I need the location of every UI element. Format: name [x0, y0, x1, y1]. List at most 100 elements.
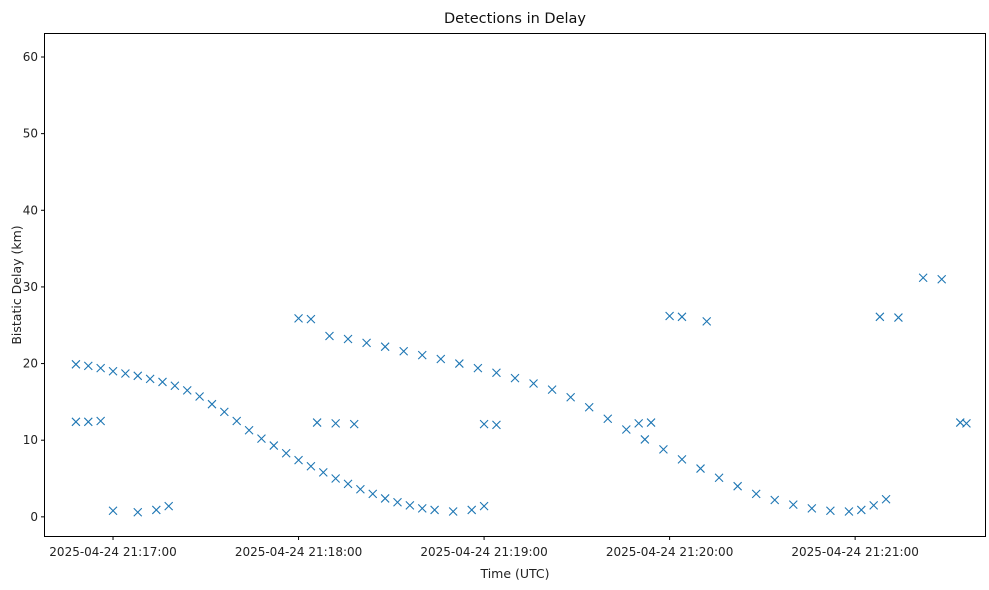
- data-point: [584, 402, 594, 412]
- chart-title: Detections in Delay: [444, 11, 586, 27]
- data-point: [244, 425, 254, 435]
- data-point: [875, 312, 885, 322]
- x-tick-label: 2025-04-24 21:20:00: [606, 545, 733, 559]
- data-point: [479, 501, 489, 511]
- data-point: [417, 504, 427, 513]
- data-point: [467, 505, 477, 515]
- data-point: [677, 454, 687, 464]
- data-point: [170, 381, 180, 391]
- data-point: [195, 392, 204, 401]
- data-point: [479, 419, 489, 429]
- data-point: [133, 371, 143, 381]
- data-point: [856, 505, 866, 515]
- y-tick-label: 20: [23, 357, 38, 371]
- data-point: [151, 505, 161, 515]
- data-marks: [71, 273, 971, 517]
- data-point: [182, 385, 192, 395]
- x-tick-label: 2025-04-24 21:19:00: [420, 545, 547, 559]
- data-point: [96, 363, 106, 373]
- data-point: [659, 445, 668, 454]
- data-point: [399, 346, 409, 356]
- data-point: [294, 455, 303, 465]
- data-point: [770, 495, 780, 505]
- data-point: [380, 342, 390, 352]
- data-point: [121, 369, 130, 378]
- data-point: [869, 500, 879, 510]
- y-axis-ticks: 0 10 20 30 40 50 60: [23, 50, 45, 524]
- data-point: [448, 507, 458, 516]
- data-point: [665, 311, 674, 321]
- y-tick-label: 40: [23, 203, 38, 217]
- data-point: [281, 448, 291, 458]
- data-point: [492, 368, 501, 378]
- data-point: [510, 373, 520, 383]
- y-tick-label: 50: [23, 127, 38, 141]
- data-point: [405, 500, 415, 510]
- data-point: [158, 377, 167, 387]
- data-point: [331, 474, 341, 483]
- data-point: [621, 425, 631, 434]
- x-tick-label: 2025-04-24 21:21:00: [791, 545, 918, 559]
- data-point: [826, 506, 835, 516]
- data-point: [417, 350, 427, 360]
- data-point: [640, 435, 650, 444]
- data-point: [232, 416, 242, 426]
- data-point: [788, 500, 798, 509]
- x-tick-label: 2025-04-24 21:18:00: [235, 545, 362, 559]
- data-point: [430, 505, 439, 515]
- data-point: [108, 506, 118, 516]
- data-point: [83, 417, 93, 427]
- data-point: [325, 331, 334, 341]
- data-point: [454, 359, 464, 368]
- data-point: [83, 361, 93, 371]
- data-point: [306, 461, 316, 471]
- data-point: [368, 489, 378, 499]
- data-point: [881, 494, 891, 504]
- data-point: [207, 399, 217, 409]
- data-point: [473, 363, 483, 373]
- data-point: [331, 418, 341, 428]
- data-point: [529, 379, 538, 388]
- data-point: [937, 274, 947, 284]
- plot-frame: [44, 33, 986, 537]
- data-point: [714, 473, 724, 483]
- y-tick-label: 0: [30, 510, 38, 524]
- data-point: [393, 497, 402, 507]
- data-point: [349, 419, 359, 429]
- data-point: [71, 417, 81, 427]
- x-axis-label: Time (UTC): [479, 566, 549, 581]
- data-point: [696, 464, 705, 473]
- data-point: [108, 366, 118, 376]
- data-point: [219, 407, 229, 417]
- data-point: [133, 507, 143, 517]
- data-point: [436, 354, 446, 364]
- data-point: [634, 418, 644, 428]
- data-point: [807, 504, 817, 513]
- data-point: [894, 313, 903, 322]
- data-point: [294, 313, 303, 323]
- data-point: [362, 338, 371, 348]
- y-tick-label: 60: [23, 50, 38, 64]
- data-point: [356, 484, 365, 494]
- data-point: [380, 494, 390, 503]
- data-point: [677, 312, 687, 322]
- y-tick-label: 30: [23, 280, 38, 294]
- data-point: [306, 314, 316, 324]
- data-point: [603, 414, 613, 424]
- data-point: [164, 501, 174, 511]
- data-point: [492, 420, 501, 430]
- data-point: [566, 392, 576, 402]
- data-point: [145, 374, 155, 384]
- data-point: [312, 418, 322, 427]
- data-point: [918, 273, 928, 283]
- data-point: [646, 418, 656, 427]
- y-axis-label: Bistatic Delay (km): [9, 225, 24, 344]
- data-point: [702, 317, 712, 326]
- x-tick-label: 2025-04-24 21:17:00: [49, 545, 176, 559]
- data-point: [96, 416, 106, 426]
- data-point: [733, 481, 743, 491]
- data-point: [318, 467, 328, 477]
- data-point: [269, 441, 279, 450]
- data-point: [343, 334, 353, 344]
